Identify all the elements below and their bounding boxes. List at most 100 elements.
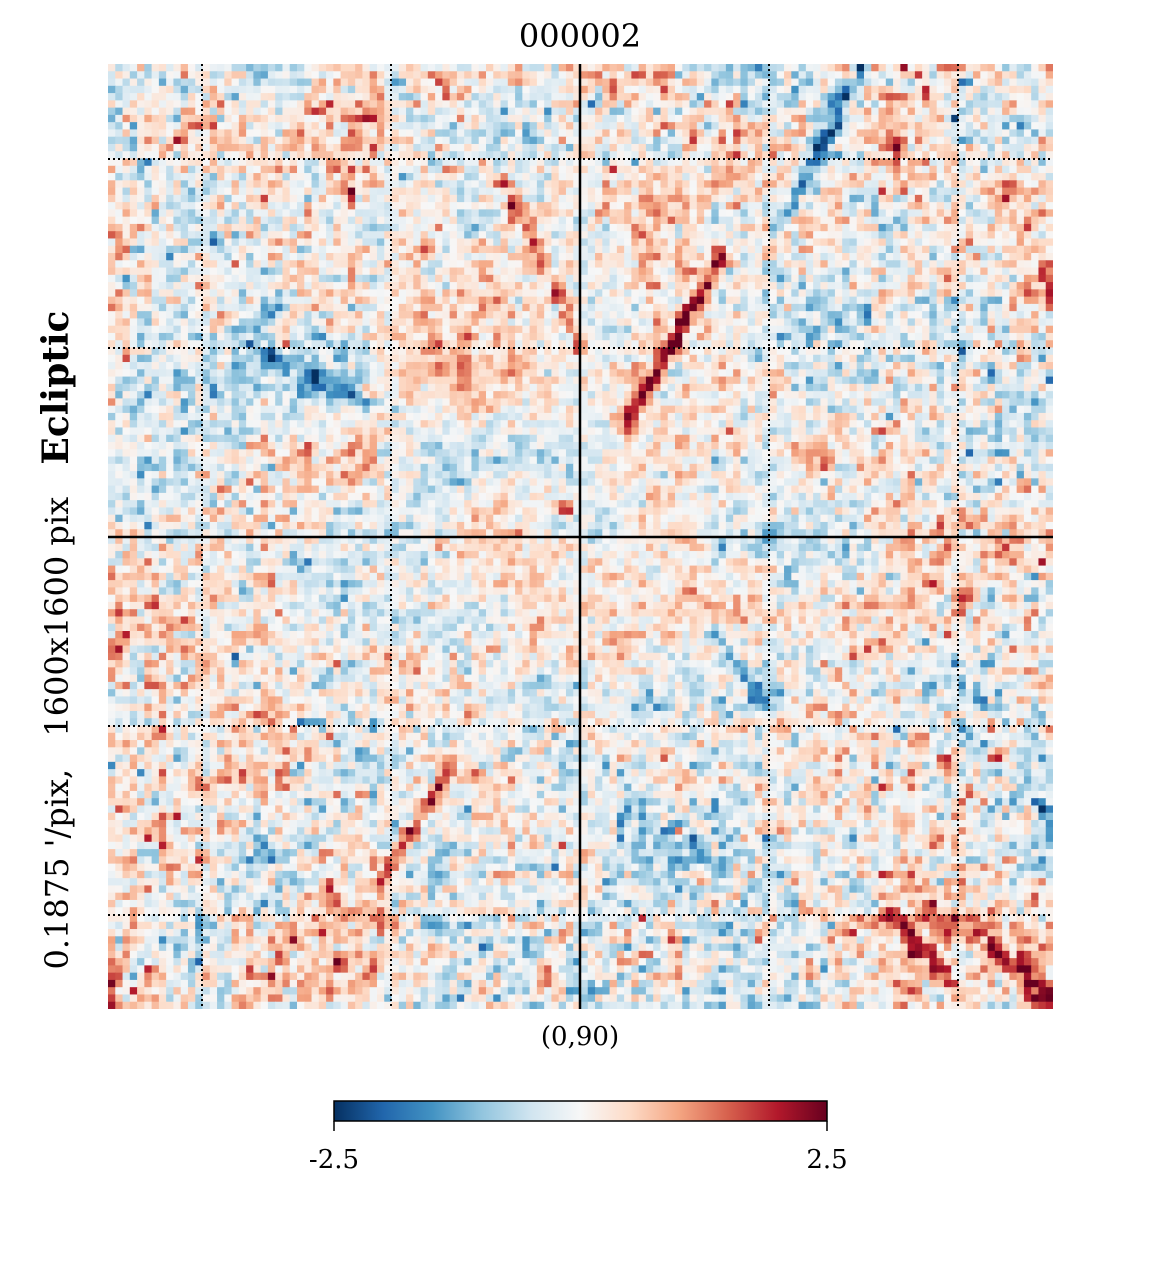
map-pixel [347, 311, 356, 320]
map-pixel [224, 78, 233, 87]
map-pixel [158, 318, 167, 327]
map-pixel [805, 165, 814, 174]
map-pixel [515, 143, 523, 152]
map-pixel [326, 209, 334, 218]
map-pixel [791, 318, 800, 327]
map-pixel [297, 122, 305, 131]
map-pixel [253, 282, 262, 290]
map-pixel [645, 289, 654, 298]
map-pixel [631, 332, 640, 341]
map-pixel [740, 143, 749, 152]
map-pixel [289, 282, 298, 290]
map-pixel [994, 114, 1003, 123]
map-pixel [885, 93, 894, 101]
map-pixel [1031, 325, 1040, 334]
map-pixel [1016, 151, 1025, 160]
map-pixel [842, 114, 851, 123]
map-pixel [631, 64, 640, 72]
map-pixel [638, 151, 647, 160]
map-pixel [914, 253, 923, 261]
map-pixel [202, 71, 211, 80]
map-pixel [544, 253, 553, 261]
map-pixel [478, 245, 487, 254]
map-pixel [1038, 151, 1047, 160]
map-pixel [725, 223, 734, 232]
map-pixel [347, 216, 356, 225]
map-pixel [849, 311, 858, 320]
map-pixel [580, 289, 589, 298]
map-pixel [122, 143, 131, 152]
map-pixel [660, 267, 669, 276]
map-pixel [391, 114, 400, 123]
map-pixel [355, 122, 364, 131]
map-pixel [602, 194, 611, 203]
map-pixel [798, 173, 807, 181]
map-pixel [158, 332, 167, 341]
map-pixel [282, 238, 291, 247]
map-pixel [529, 311, 538, 320]
map-pixel [958, 173, 967, 181]
map-pixel [413, 274, 422, 283]
map-pixel [864, 289, 872, 298]
map-pixel [791, 187, 800, 196]
map-pixel [922, 318, 931, 327]
map-pixel [282, 231, 291, 240]
map-pixel [711, 332, 720, 341]
map-pixel [965, 158, 974, 167]
map-pixel [129, 85, 138, 94]
map-pixel [282, 296, 291, 305]
map-pixel [660, 223, 669, 232]
map-pixel [718, 85, 727, 94]
map-pixel [834, 332, 843, 341]
map-pixel [347, 340, 356, 349]
map-pixel [413, 296, 422, 305]
map-pixel [267, 311, 276, 320]
map-pixel [406, 64, 414, 72]
map-pixel [595, 332, 603, 341]
map-pixel [158, 64, 167, 72]
map-pixel [718, 296, 727, 305]
map-pixel [158, 296, 167, 305]
map-pixel [456, 93, 465, 101]
map-pixel [631, 122, 640, 131]
map-pixel [936, 245, 945, 254]
map-pixel [653, 282, 662, 290]
map-pixel [958, 303, 967, 312]
map-pixel [442, 231, 451, 240]
map-pixel [907, 267, 916, 276]
map-pixel [813, 93, 821, 101]
map-pixel [202, 325, 211, 334]
map-pixel [260, 260, 269, 269]
map-pixel [878, 100, 887, 109]
map-pixel [260, 151, 269, 160]
map-pixel [478, 202, 487, 210]
map-pixel [682, 223, 691, 232]
map-pixel [376, 173, 385, 181]
map-pixel [195, 64, 204, 72]
map-pixel [544, 114, 553, 123]
map-pixel [347, 209, 356, 218]
map-pixel [929, 100, 938, 109]
map-pixel [536, 122, 545, 131]
map-pixel [347, 151, 356, 160]
map-pixel [740, 202, 749, 210]
map-pixel [137, 260, 145, 269]
map-pixel [595, 296, 603, 305]
map-pixel [1009, 303, 1018, 312]
map-pixel [536, 209, 545, 218]
map-pixel [798, 158, 807, 167]
map-pixel [936, 332, 945, 341]
map-pixel [878, 282, 887, 290]
map-pixel [413, 85, 422, 94]
map-pixel [406, 202, 414, 210]
map-pixel [616, 173, 625, 181]
map-pixel [871, 114, 880, 123]
map-pixel [406, 245, 414, 254]
map-pixel [304, 78, 313, 87]
map-pixel [573, 318, 582, 327]
map-pixel [464, 93, 473, 101]
map-pixel [376, 318, 385, 327]
map-pixel [885, 194, 894, 203]
map-pixel [500, 267, 509, 276]
map-pixel [151, 151, 160, 160]
